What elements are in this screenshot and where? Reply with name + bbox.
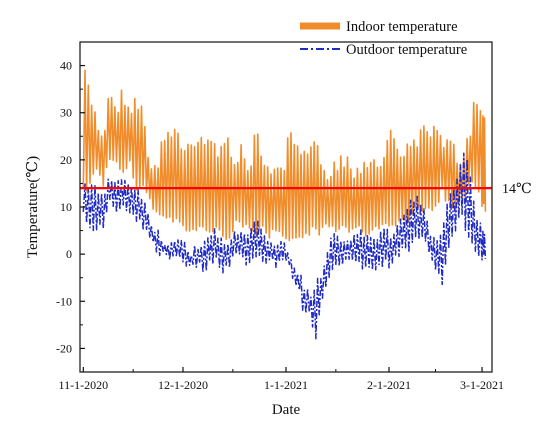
series-layer [82, 69, 487, 340]
x-axis-label: Date [272, 402, 301, 418]
y-tick-label: -10 [56, 294, 72, 308]
axes-layer: -20 -10 0 10 20 30 40 11-1-2020 12-1-2020 1-1-202… [56, 41, 504, 392]
y-tick-label: -20 [56, 341, 72, 355]
x-tick-label: 3-1-2021 [460, 378, 504, 392]
y-tick-label: 30 [60, 106, 72, 120]
series-indoor-line [82, 69, 487, 242]
legend: Indoor temperature Outdoor temperature [300, 19, 467, 58]
legend-indoor-label: Indoor temperature [346, 19, 458, 35]
reference-line-label: 14℃ [502, 182, 532, 197]
y-tick-label: 10 [60, 200, 72, 214]
x-tick-label: 1-1-2021 [264, 378, 308, 392]
y-tick-label: 0 [66, 247, 72, 261]
series-outdoor-line [82, 152, 487, 340]
x-tick-label: 2-1-2021 [367, 378, 411, 392]
y-tick-label: 40 [60, 59, 72, 73]
legend-outdoor-label: Outdoor temperature [346, 42, 467, 58]
y-tick-label: 20 [60, 153, 72, 167]
x-tick-label: 11-1-2020 [59, 378, 109, 392]
y-axis-label: Temperature(℃) [25, 156, 41, 258]
x-tick-label: 12-1-2020 [158, 378, 208, 392]
